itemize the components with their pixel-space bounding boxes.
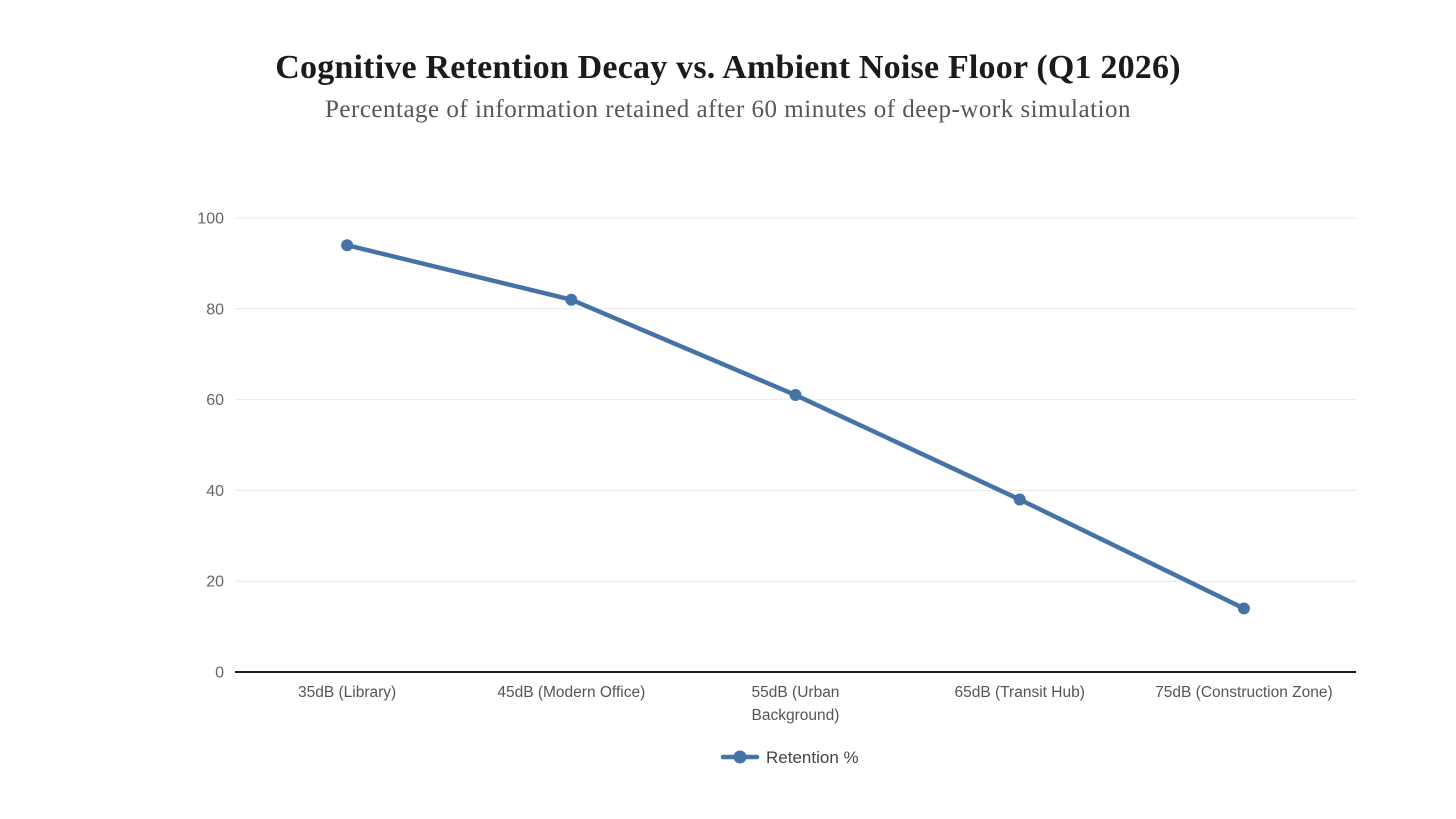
x-tick-label-2: Background) <box>752 707 840 724</box>
line-chart: 0 20 40 60 80 100 35dB (Library) 45dB (Modern … <box>197 211 1356 767</box>
retention-line <box>344 242 1247 611</box>
x-tick-label-4: 75dB (Construction Zone) <box>1155 684 1332 701</box>
chart-subtitle: Percentage of information retained after… <box>325 96 1131 124</box>
y-tick-label-60: 60 <box>206 392 224 409</box>
y-tick-label-80: 80 <box>206 301 224 318</box>
legend[interactable]: Retention % <box>720 748 859 767</box>
legend-label: Retention % <box>766 748 859 767</box>
y-tick-label-20: 20 <box>206 574 224 591</box>
data-point-2[interactable] <box>789 389 802 402</box>
x-tick-label-2: 55dB (Urban <box>752 684 840 701</box>
x-tick-label-0: 35dB (Library) <box>298 684 396 701</box>
y-axis-labels: 0 20 40 60 80 100 <box>197 211 224 682</box>
data-point-4[interactable] <box>1237 602 1250 615</box>
x-axis-labels: 35dB (Library) 45dB (Modern Office) 55dB (… <box>298 684 1333 724</box>
data-points <box>341 239 1250 615</box>
legend-dot-marker <box>733 750 747 764</box>
data-point-1[interactable] <box>565 293 578 306</box>
y-tick-label-100: 100 <box>197 211 224 228</box>
x-tick-label-1: 45dB (Modern Office) <box>497 684 645 701</box>
y-tick-label-40: 40 <box>206 483 224 500</box>
x-tick-label-3: 65dB (Transit Hub) <box>955 684 1085 701</box>
chart-title: Cognitive Retention Decay vs. Ambient No… <box>275 49 1181 86</box>
chart-header: Cognitive Retention Decay vs. Ambient No… <box>0 48 1456 124</box>
y-tick-label-0: 0 <box>215 665 224 682</box>
data-point-0[interactable] <box>341 239 354 252</box>
data-point-3[interactable] <box>1013 493 1026 506</box>
